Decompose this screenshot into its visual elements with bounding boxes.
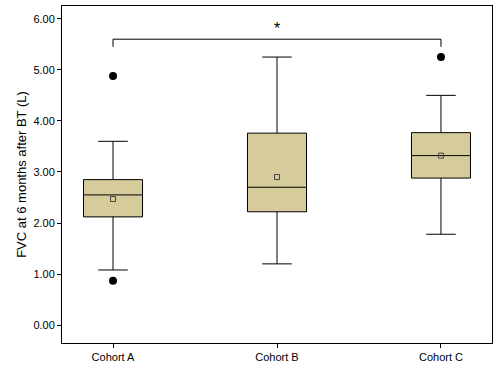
svg-text:2.00: 2.00 (33, 217, 54, 229)
svg-text:6.00: 6.00 (33, 13, 54, 25)
svg-text:FVC at 6 months after BT (L): FVC at 6 months after BT (L) (14, 91, 29, 258)
svg-text:0.00: 0.00 (33, 319, 54, 331)
svg-text:Cohort A: Cohort A (92, 351, 135, 363)
svg-text:1.00: 1.00 (33, 268, 54, 280)
svg-text:3.00: 3.00 (33, 166, 54, 178)
svg-text:Cohort B: Cohort B (255, 351, 298, 363)
svg-text:5.00: 5.00 (33, 64, 54, 76)
svg-text:Cohort C: Cohort C (419, 351, 463, 363)
svg-text:*: * (274, 20, 280, 37)
svg-text:4.00: 4.00 (33, 115, 54, 127)
